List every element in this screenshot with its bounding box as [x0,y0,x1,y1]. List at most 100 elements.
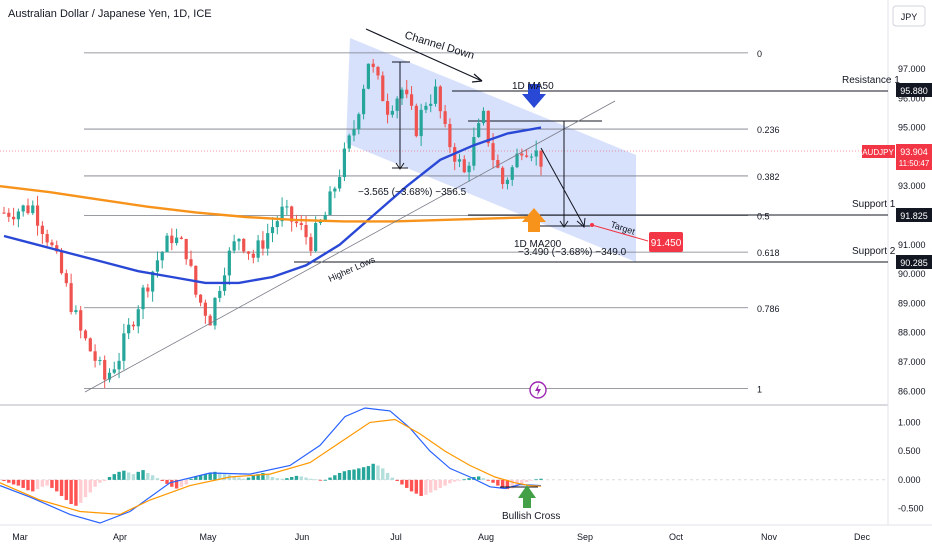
macd-tick-label: -0.500 [898,504,924,514]
candle-body [371,63,375,67]
macd-histogram-bar [237,477,241,480]
macd-histogram-bar [11,479,16,485]
annotation-drawings [84,28,649,393]
macd-histogram-bar [218,472,222,480]
macd-histogram-bar [213,471,217,480]
last-price-value: 93.904 [900,147,928,157]
currency-badge[interactable] [892,5,926,27]
support-2-label: Support 2 [852,246,896,257]
candle-body [184,238,188,260]
macd-histogram-bar [280,478,284,480]
macd-histogram-bar [462,479,466,481]
candle-body [83,330,88,339]
candle-body [481,110,486,124]
resistance-1-value: 95.880 [900,86,928,96]
macd-histogram-bar [256,474,260,480]
candle-body [198,294,203,303]
candle-body [127,324,131,334]
macd-histogram-bar [251,475,256,480]
macd-histogram-bar [347,470,351,480]
macd-histogram-bar [299,476,303,480]
bullish-cross-label: Bullish Cross [502,511,560,522]
price-tick-label: 90.000 [898,269,926,279]
candle-body [328,191,332,215]
macd-histogram-bar [160,479,164,482]
candle-body [136,309,140,327]
macd-histogram-bar [491,479,495,483]
macd-histogram-bar [174,479,179,489]
macd-histogram-bar [304,477,308,480]
candle-body [414,105,418,137]
price-tags: 95.880 AUDJPY 93.904 11:50:47 91.825 90.… [862,83,932,269]
candle-body [323,214,327,221]
candle-body [433,86,438,104]
macd-histogram-bar [16,479,21,486]
fib-level-label: 0.236 [757,125,780,135]
candle-body [55,245,59,252]
measure-2-arrow [559,220,569,228]
macd-histogram-bar [122,470,126,480]
macd-tick-label: 1.000 [898,417,921,427]
price-tick-label: 93.000 [898,181,926,191]
candle-body [438,86,442,112]
candle-body [261,240,265,249]
macd-tick-label: 0.500 [898,446,921,456]
candle-body [189,259,193,266]
currency-label: JPY [901,12,918,22]
macd-histogram-bar [179,479,184,487]
target-point [590,223,594,227]
macd-histogram-bar [294,475,299,480]
resistance-1-tag [896,83,932,97]
macd-histogram-bar [328,477,332,480]
last-price-tag [896,144,932,170]
candle-body [333,188,337,192]
macd-histogram-bar [419,479,423,496]
candle-body [117,360,121,370]
macd-histogram-bar [500,479,505,488]
candle-body [357,114,361,130]
flash-icon[interactable] [529,381,547,399]
candle-body [505,179,510,185]
macd-histogram-bar [510,479,514,489]
candle-body [88,338,92,352]
candle-body [151,271,155,292]
ma50-label: 1D MA50 [512,81,554,92]
macd-histogram-bar [400,479,404,485]
fib-level-label: 0.5 [757,212,770,222]
measure-2-label: −3.490 (−3.68%) −349.0 [518,247,627,258]
candle-body [405,89,409,95]
time-tick-label: Apr [113,532,127,542]
candle-body [98,359,102,361]
macd-histogram-bar [520,479,524,485]
target-path [591,224,649,242]
candle-body [50,242,54,246]
candle-body [352,129,356,136]
candle-body [256,240,260,258]
support-2-value: 90.285 [900,258,928,268]
macd-histogram-bar [232,476,236,480]
macd-histogram-bar [529,479,534,481]
channel-down-label: Channel Down [403,29,476,62]
ma50-line [3,126,542,285]
time-tick-label: Sep [577,532,593,542]
macd-histogram-bar [457,479,462,481]
macd-histogram-bar [69,479,73,505]
macd-histogram-bar [150,475,155,480]
macd-histogram-bar [131,474,136,480]
candle-body [294,221,299,224]
price-tick-label: 89.000 [898,298,926,308]
price-tick-label: 88.000 [898,328,926,338]
fib-level-label: 0.618 [757,248,780,258]
macd-histogram-bar [452,479,457,482]
candle-body [131,324,136,327]
macd-histogram-bar [31,479,35,492]
candle-body [462,159,466,173]
fib-level-label: 0.382 [757,172,780,182]
candle-body [74,310,78,313]
candle-body [304,225,308,238]
candle-body [275,221,279,228]
macd-histogram-bar [88,479,93,493]
macd-histogram-bar [2,479,6,482]
macd-histogram-bar [443,479,447,486]
